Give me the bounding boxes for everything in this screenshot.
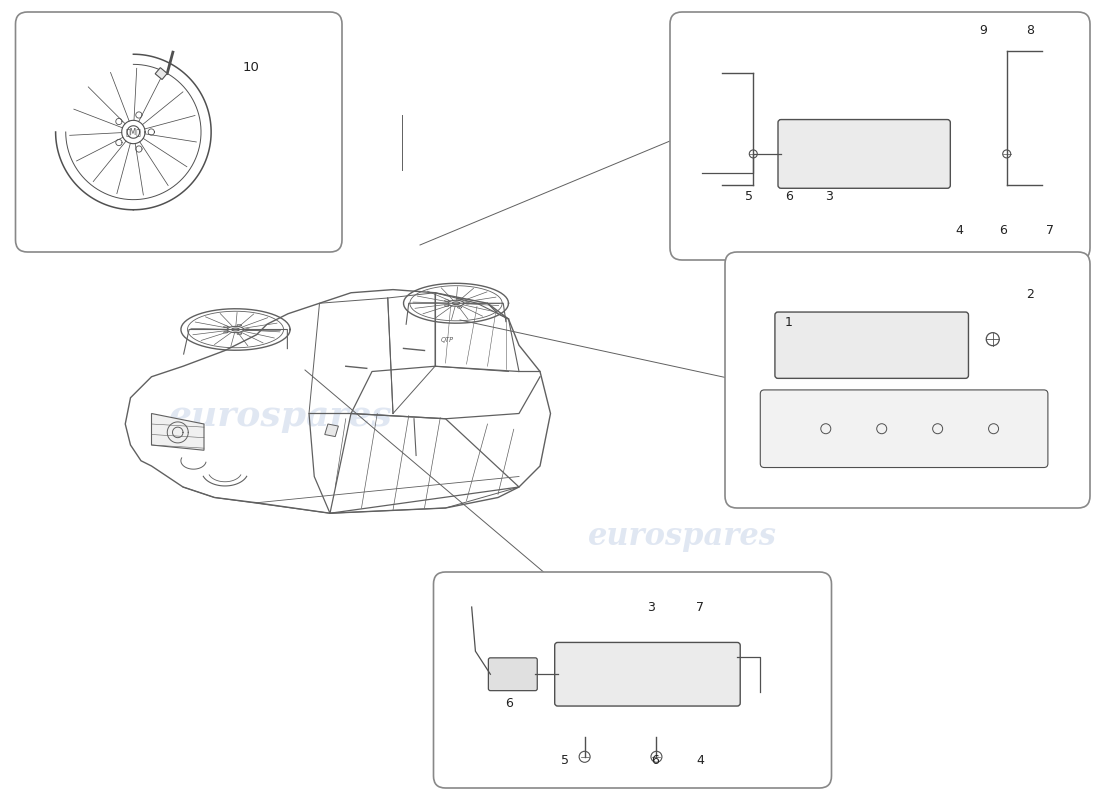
FancyBboxPatch shape <box>433 572 832 788</box>
Text: 5: 5 <box>746 190 754 203</box>
Text: 5: 5 <box>561 754 569 767</box>
FancyBboxPatch shape <box>670 12 1090 260</box>
Text: 9: 9 <box>979 24 987 38</box>
Text: 2: 2 <box>1026 288 1034 301</box>
Text: 1: 1 <box>784 315 792 329</box>
Text: 3: 3 <box>647 601 656 614</box>
Text: 10: 10 <box>243 61 260 74</box>
Polygon shape <box>155 68 167 79</box>
FancyBboxPatch shape <box>778 119 950 188</box>
Text: 3: 3 <box>825 190 833 203</box>
FancyBboxPatch shape <box>488 658 537 690</box>
Text: 8: 8 <box>1026 24 1034 38</box>
Text: eurospares: eurospares <box>168 399 393 433</box>
Text: 4: 4 <box>955 223 964 237</box>
FancyBboxPatch shape <box>725 252 1090 508</box>
Text: 6: 6 <box>651 754 659 767</box>
Text: 6: 6 <box>505 697 513 710</box>
Text: 7: 7 <box>696 601 704 614</box>
Polygon shape <box>152 414 204 450</box>
Polygon shape <box>324 424 339 437</box>
Text: 6: 6 <box>999 223 1007 237</box>
FancyBboxPatch shape <box>774 312 968 378</box>
FancyBboxPatch shape <box>15 12 342 252</box>
Text: eurospares: eurospares <box>447 691 653 725</box>
Text: 6: 6 <box>785 190 793 203</box>
Text: QTP: QTP <box>440 337 453 343</box>
Text: 4: 4 <box>696 754 704 767</box>
FancyBboxPatch shape <box>554 642 740 706</box>
Text: eurospares: eurospares <box>587 521 777 551</box>
FancyBboxPatch shape <box>760 390 1048 467</box>
Text: 7: 7 <box>1046 223 1054 237</box>
Text: ⸨M⸩: ⸨M⸩ <box>125 127 141 137</box>
